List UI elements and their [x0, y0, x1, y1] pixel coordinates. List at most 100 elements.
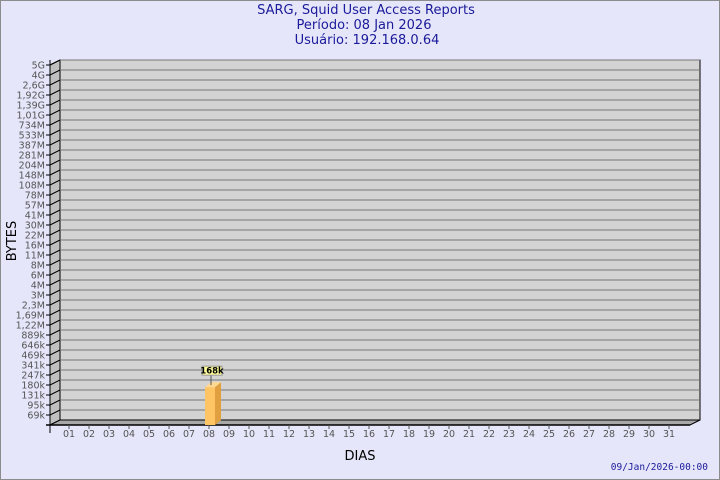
- y-tick-label: 1,22M: [16, 321, 45, 332]
- y-tick-label: 281M: [19, 151, 45, 162]
- y-tick-label: 6M: [31, 271, 45, 282]
- y-tick-slant: [49, 179, 61, 186]
- y-tick-slant: [49, 89, 61, 96]
- timestamp: 09/Jan/2026-00:00: [611, 462, 709, 473]
- y-tick-slant: [49, 149, 61, 156]
- x-tick-label: 23: [503, 429, 515, 440]
- x-tick-label: 13: [303, 429, 315, 440]
- y-tick-slant: [49, 269, 61, 276]
- y-tick-slant: [49, 239, 61, 246]
- y-tick-slant: [49, 399, 61, 406]
- y-tick-slant: [49, 59, 61, 66]
- y-tick-slant: [49, 69, 61, 76]
- y-tick-label: 734M: [19, 121, 45, 132]
- y-tick-label: 889k: [21, 331, 45, 342]
- x-tick-label: 25: [543, 429, 555, 440]
- y-tick-slant: [49, 389, 61, 396]
- y-tick-label: 57M: [25, 201, 45, 212]
- x-tick-label: 31: [663, 429, 675, 440]
- y-tick-label: 180k: [21, 381, 45, 392]
- y-tick-label: 69k: [27, 411, 45, 422]
- y-tick-slant: [49, 279, 61, 286]
- y-tick-slant: [49, 139, 61, 146]
- y-tick-label: 78M: [25, 191, 45, 202]
- x-tick-label: 14: [323, 429, 335, 440]
- y-tick-slant: [49, 289, 61, 296]
- y-tick-label: 646k: [21, 341, 45, 352]
- y-tick-label: 22M: [25, 231, 45, 242]
- y-tick-slant: [49, 209, 61, 216]
- y-tick-label: 108M: [19, 181, 45, 192]
- x-tick-label: 11: [263, 429, 275, 440]
- y-axis-label: BYTES: [5, 221, 20, 262]
- y-tick-slant: [49, 109, 61, 116]
- x-tick-label: 10: [243, 429, 255, 440]
- x-tick-label: 28: [603, 429, 615, 440]
- data-label-box: [201, 365, 223, 376]
- y-tick-slant: [49, 169, 61, 176]
- y-tick-slant: [49, 369, 61, 376]
- x-axis-label: DIAS: [345, 449, 376, 464]
- x-tick-label: 07: [183, 429, 195, 440]
- x-tick-label: 06: [163, 429, 175, 440]
- y-tick-label: 8M: [31, 261, 45, 272]
- x-tick-label: 09: [223, 429, 235, 440]
- y-tick-slant: [49, 99, 61, 106]
- x-tick-label: 03: [103, 429, 115, 440]
- y-tick-slant: [49, 349, 61, 356]
- y-tick-label: 1,69M: [16, 311, 45, 322]
- y-tick-label: 131k: [21, 391, 45, 402]
- y-tick-label: 2,6G: [23, 81, 45, 92]
- y-tick-label: 247k: [21, 371, 45, 382]
- y-tick-label: 5G: [32, 61, 45, 72]
- x-tick-label: 16: [363, 429, 375, 440]
- y-tick-label: 533M: [19, 131, 45, 142]
- x-tick-label: 18: [403, 429, 415, 440]
- y-tick-label: 469k: [21, 351, 45, 362]
- x-tick-label: 29: [623, 429, 635, 440]
- y-tick-slant: [49, 249, 61, 256]
- y-tick-label: 95k: [27, 401, 45, 412]
- x-tick-label: 17: [383, 429, 395, 440]
- x-tick-label: 24: [523, 429, 535, 440]
- y-tick-label: 4M: [31, 281, 45, 292]
- chart-subtitle-period: Período: 08 Jan 2026: [297, 18, 432, 33]
- y-tick-slant: [49, 199, 61, 206]
- bar-side: [215, 382, 221, 425]
- y-tick-slant: [49, 259, 61, 266]
- y-tick-label: 11M: [25, 251, 45, 262]
- y-tick-label: 387M: [19, 141, 45, 152]
- y-tick-slant: [49, 219, 61, 226]
- y-tick-label: 148M: [19, 171, 45, 182]
- x-tick-label: 02: [83, 429, 95, 440]
- y-tick-label: 41M: [25, 211, 45, 222]
- x-tick-label: 21: [463, 429, 475, 440]
- y-tick-slant: [49, 329, 61, 336]
- y-tick-slant: [49, 359, 61, 366]
- y-tick-slant: [49, 299, 61, 306]
- y-tick-label: 1,01G: [16, 111, 45, 122]
- y-tick-slant: [49, 189, 61, 196]
- x-tick-label: 22: [483, 429, 495, 440]
- y-tick-slant: [49, 309, 61, 316]
- y-tick-slant: [49, 379, 61, 386]
- x-tick-label: 19: [423, 429, 435, 440]
- y-tick-slant: [49, 159, 61, 166]
- x-tick-label: 30: [643, 429, 655, 440]
- y-tick-slant: [49, 119, 61, 126]
- y-tick-slant: [49, 129, 61, 136]
- x-tick-label: 08: [203, 429, 215, 440]
- y-tick-slant: [49, 229, 61, 236]
- x-tick-label: 27: [583, 429, 595, 440]
- y-tick-label: 2,3M: [22, 301, 45, 312]
- x-tick-label: 04: [123, 429, 135, 440]
- bar-front: [205, 387, 215, 425]
- y-tick-label: 204M: [19, 161, 45, 172]
- y-tick-slant: [49, 79, 61, 86]
- y-tick-label: 3M: [31, 291, 45, 302]
- y-tick-label: 1,92G: [16, 91, 45, 102]
- bar-top: [205, 382, 221, 388]
- x-tick-label: 05: [143, 429, 155, 440]
- chart-title: SARG, Squid User Access Reports: [257, 3, 475, 18]
